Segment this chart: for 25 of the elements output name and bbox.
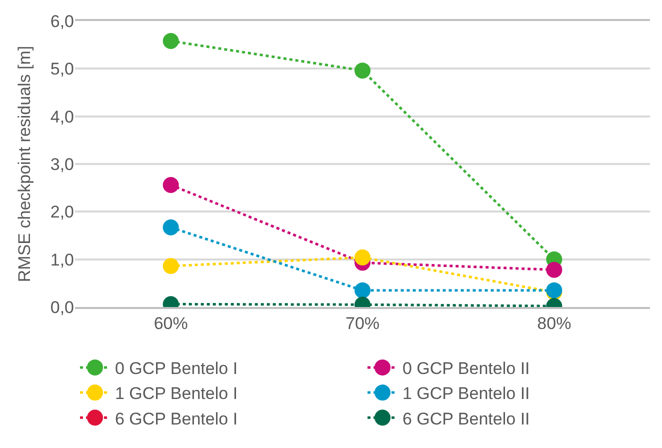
legend-label: 1 GCP Bentelo I (115, 384, 238, 404)
point (354, 249, 370, 266)
legend-label: 0 GCP Bentelo I (115, 359, 238, 378)
point (354, 62, 370, 79)
y-tick-label: 0,0 (50, 298, 74, 317)
point (162, 219, 179, 236)
point (162, 258, 179, 274)
x-tick-label: 80% (537, 314, 572, 334)
legend-label: 6 GCP Bentelo I (115, 409, 238, 428)
point (354, 282, 370, 298)
x-tick-label: 60% (154, 314, 188, 334)
y-tick-label: 6,0 (50, 12, 74, 31)
y-tick-label: 5,0 (50, 60, 74, 79)
legend-label: 1 GCP Bentelo II (402, 384, 530, 404)
x-tick-label: 70% (345, 314, 380, 334)
point (162, 176, 179, 193)
y-tick-label: 4,0 (50, 107, 74, 126)
legend-label: 6 GCP Bentelo II (402, 409, 530, 428)
y-tick-label: 2,0 (50, 202, 74, 222)
point (546, 262, 562, 278)
y-tick-label: 1,0 (50, 250, 74, 270)
y-tick-label: 3,0 (50, 154, 74, 174)
legend-label: 0 GCP Bentelo II (402, 359, 530, 378)
point (162, 33, 179, 50)
y-axis-title: RMSE checkpoint residuals [m] (14, 46, 34, 282)
